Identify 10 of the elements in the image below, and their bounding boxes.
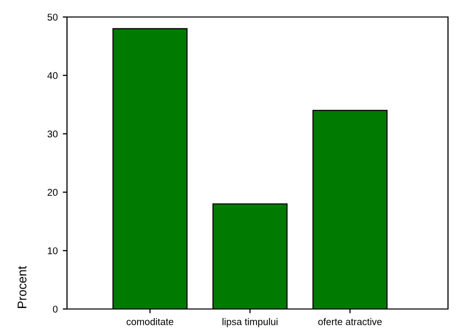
y-axis-title: Procent xyxy=(18,266,26,308)
y-tick-label: 0 xyxy=(52,306,58,313)
y-tick-label: 20 xyxy=(48,188,58,196)
x-tick-label: lipsa timpului xyxy=(222,318,278,328)
x-tick-label: comoditate xyxy=(126,318,174,326)
y-tick-label: 30 xyxy=(48,130,58,138)
y-tick-label: 10 xyxy=(48,247,58,254)
y-tick-label: 40 xyxy=(47,72,58,80)
x-tick-label: oferte atractive xyxy=(318,318,382,326)
y-tick-label: 50 xyxy=(48,14,58,21)
